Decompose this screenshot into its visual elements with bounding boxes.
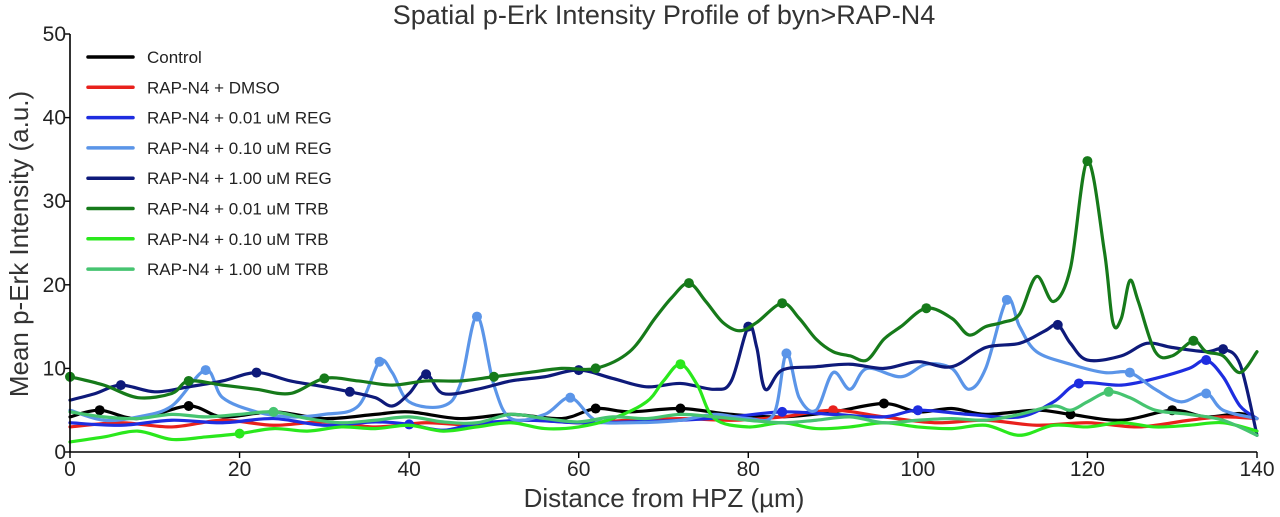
data-point	[777, 298, 788, 309]
legend: Control RAP-N4 + DMSO RAP-N4 + 0.01 uM REG…	[86, 48, 332, 279]
data-point	[590, 403, 601, 414]
y-tick-label: 20	[43, 274, 66, 297]
data-point	[683, 278, 694, 289]
legend-item: RAP-N4 + DMSO	[86, 78, 280, 97]
legend-item: RAP-N4 + 0.01 uM REG	[86, 109, 332, 128]
series-line	[68, 362, 1259, 444]
data-point	[1073, 378, 1084, 389]
series-line	[68, 297, 1259, 425]
y-tick-label: 0	[54, 441, 66, 464]
legend-label: RAP-N4 + 1.00 uM REG	[147, 169, 332, 188]
data-point	[251, 367, 262, 378]
plot-area	[65, 156, 1259, 444]
data-point	[344, 386, 355, 397]
y-tick-label: 30	[43, 190, 66, 213]
data-point	[1218, 344, 1229, 355]
data-point	[921, 303, 932, 314]
data-point	[565, 392, 576, 403]
data-point	[675, 403, 686, 414]
data-point	[1201, 388, 1212, 399]
data-point	[471, 311, 482, 322]
y-tick-label: 50	[43, 23, 66, 46]
x-tick-label: 40	[397, 458, 420, 481]
y-axis-ticks: 0 10 20 30 40 50	[43, 23, 70, 464]
y-axis-label: Mean p-Erk Intensity (a.u.)	[4, 91, 34, 397]
series-7	[68, 386, 1259, 437]
series-line	[68, 390, 1259, 437]
legend-item: RAP-N4 + 0.10 uM REG	[86, 139, 332, 158]
x-tick-label: 120	[1070, 458, 1105, 481]
legend-item: RAP-N4 + 0.10 uM TRB	[86, 230, 329, 249]
data-point	[1082, 156, 1093, 167]
data-point	[675, 359, 686, 370]
series-line	[68, 358, 1259, 432]
data-point	[234, 428, 245, 439]
data-point	[777, 406, 788, 417]
x-axis-ticks: 0 20 40 60 80 100 120 140	[64, 452, 1275, 481]
data-point	[912, 405, 923, 416]
series-line	[68, 408, 1259, 429]
y-tick-label: 40	[43, 107, 66, 130]
data-point	[183, 401, 194, 412]
data-point	[268, 406, 279, 417]
x-tick-label: 100	[900, 458, 935, 481]
data-point	[878, 398, 889, 409]
x-tick-label: 80	[737, 458, 760, 481]
legend-label: RAP-N4 + 0.01 uM REG	[147, 109, 332, 128]
series-6	[68, 359, 1259, 444]
data-point	[1188, 335, 1199, 346]
data-point	[1065, 409, 1076, 420]
legend-label: RAP-N4 + DMSO	[147, 78, 280, 97]
data-point	[1001, 294, 1012, 305]
data-point	[94, 405, 105, 416]
x-tick-label: 0	[64, 458, 76, 481]
data-point	[1052, 319, 1063, 330]
series-3	[68, 294, 1259, 425]
data-point	[1124, 367, 1135, 378]
legend-item: RAP-N4 + 1.00 uM TRB	[86, 260, 329, 279]
x-tick-label: 20	[228, 458, 251, 481]
data-point	[115, 380, 126, 391]
data-point	[421, 369, 432, 380]
legend-label: RAP-N4 + 1.00 uM TRB	[147, 260, 329, 279]
x-axis-label: Distance from HPZ (µm)	[524, 483, 805, 513]
legend-item: Control	[86, 48, 202, 67]
data-point	[590, 363, 601, 374]
data-point	[488, 371, 499, 382]
legend-item: RAP-N4 + 0.01 uM TRB	[86, 200, 329, 219]
data-point	[200, 365, 211, 376]
legend-label: RAP-N4 + 0.01 uM TRB	[147, 200, 329, 219]
data-point	[319, 373, 330, 384]
chart-title: Spatial p-Erk Intensity Profile of byn>R…	[393, 0, 936, 30]
x-tick-label: 60	[567, 458, 590, 481]
legend-label: RAP-N4 + 0.10 uM REG	[147, 139, 332, 158]
data-point	[183, 375, 194, 386]
legend-label: RAP-N4 + 0.10 uM TRB	[147, 230, 329, 249]
x-tick-label: 140	[1239, 458, 1274, 481]
legend-item: RAP-N4 + 1.00 uM REG	[86, 169, 332, 188]
legend-label: Control	[147, 48, 202, 67]
series-line	[68, 159, 1259, 400]
data-point	[374, 356, 385, 367]
data-point	[1103, 386, 1114, 397]
data-point	[781, 348, 792, 359]
y-tick-label: 10	[43, 357, 66, 380]
data-point	[1201, 355, 1212, 366]
series-5	[65, 156, 1259, 400]
